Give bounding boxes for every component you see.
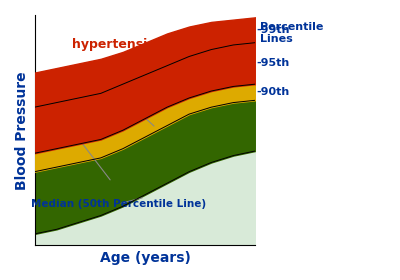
X-axis label: Age (years): Age (years)	[100, 251, 190, 265]
Text: prehypertension: prehypertension	[43, 71, 159, 126]
Text: Median (50th Percentile Line): Median (50th Percentile Line)	[31, 198, 206, 209]
Text: -95th: -95th	[256, 59, 290, 68]
Text: -99th: -99th	[256, 25, 290, 35]
Text: -90th: -90th	[256, 87, 290, 97]
Text: Percentile
Lines: Percentile Lines	[260, 22, 323, 43]
Y-axis label: Blood Pressure: Blood Pressure	[15, 71, 29, 190]
Text: normal: normal	[39, 112, 110, 180]
Text: hypertension: hypertension	[72, 38, 169, 65]
